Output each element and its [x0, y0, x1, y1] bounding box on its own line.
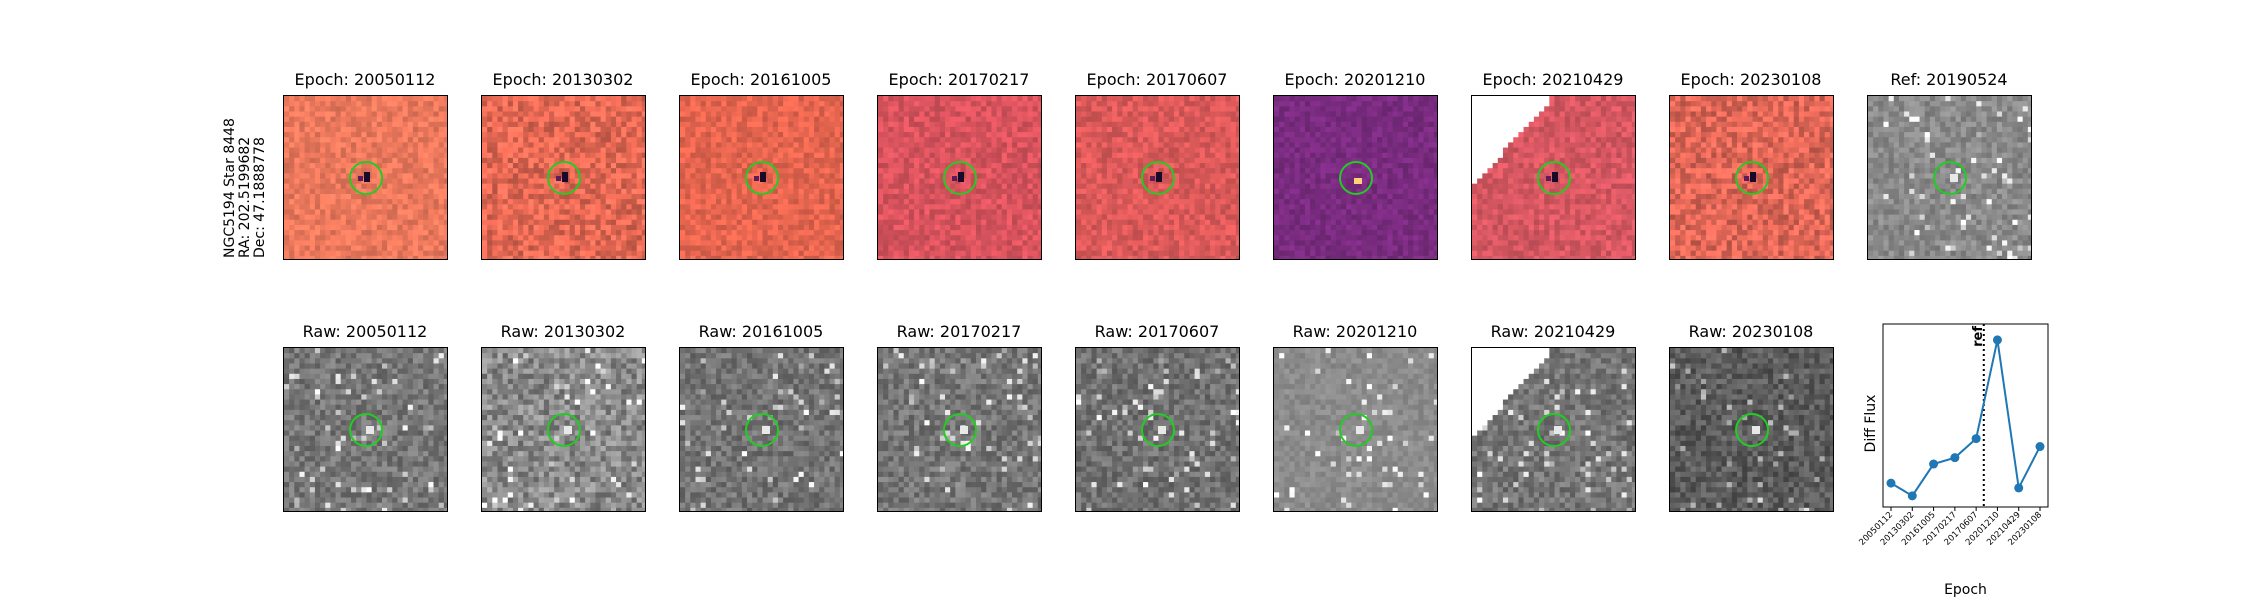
aperture-circle [1537, 413, 1571, 447]
data-point [1907, 491, 1917, 501]
aperture-circle [745, 413, 779, 447]
raw-image [877, 347, 1042, 512]
y-axis-label: Diff Flux [1863, 395, 1879, 453]
raw-image [679, 347, 844, 512]
aperture-circle [349, 161, 383, 195]
difference-image [1669, 95, 1834, 260]
raw-panel-title: Raw: 20170607 [1094, 322, 1220, 341]
star-label-ra: RA: 202.5199682 [237, 136, 253, 258]
data-point [1886, 478, 1896, 488]
light-curve-chart: ref2005011220130302201610052017021720170… [1857, 323, 2049, 598]
ref-line-label: ref [1971, 326, 1986, 347]
series-line [1890, 339, 2041, 498]
reference-image [1867, 95, 2032, 260]
difference-image [1075, 95, 1240, 260]
difference-image [679, 95, 844, 260]
aperture-circle [1735, 161, 1769, 195]
raw-image [1669, 347, 1834, 512]
raw-panel-title: Raw: 20201210 [1292, 322, 1418, 341]
diff-panel-title: Epoch: 20210429 [1482, 70, 1624, 89]
data-point [1929, 459, 1939, 469]
x-axis-label: Epoch [1944, 582, 1987, 598]
diff-panel-title: Epoch: 20050112 [294, 70, 436, 89]
data-point [1971, 434, 1981, 444]
diff-panel-title: Epoch: 20161005 [690, 70, 832, 89]
raw-panel-title: Raw: 20170217 [896, 322, 1022, 341]
difference-image [481, 95, 646, 260]
raw-image [1273, 347, 1438, 512]
aperture-circle [1141, 413, 1175, 447]
aperture-circle [1339, 413, 1373, 447]
data-point [2014, 483, 2024, 493]
star-label: NGC5194 Star 8448 RA: 202.5199682 Dec: 4… [222, 118, 268, 258]
difference-image [1471, 95, 1636, 260]
aperture-circle [943, 161, 977, 195]
raw-panel-title: Raw: 20210429 [1490, 322, 1616, 341]
data-point [1950, 453, 1960, 463]
raw-image [1075, 347, 1240, 512]
difference-image [283, 95, 448, 260]
aperture-circle [943, 413, 977, 447]
raw-image [481, 347, 646, 512]
star-label-dec: Dec: 47.1888778 [252, 137, 268, 258]
data-point [1992, 335, 2002, 345]
raw-image [283, 347, 448, 512]
diff-panel-title: Epoch: 20170217 [888, 70, 1030, 89]
aperture-circle [1735, 413, 1769, 447]
diff-panel-title: Epoch: 20230108 [1680, 70, 1822, 89]
diff-panel-title: Epoch: 20170607 [1086, 70, 1228, 89]
aperture-circle [1933, 161, 1967, 195]
raw-panel-title: Raw: 20050112 [302, 322, 428, 341]
aperture-circle [745, 161, 779, 195]
raw-image [1471, 347, 1636, 512]
aperture-circle [1537, 161, 1571, 195]
aperture-circle [547, 161, 581, 195]
raw-panel-title: Raw: 20161005 [698, 322, 824, 341]
chart-frame [1882, 323, 2049, 508]
ref-panel-title: Ref: 20190524 [1890, 70, 2008, 89]
aperture-circle [1339, 161, 1373, 195]
raw-panel-title: Raw: 20130302 [500, 322, 626, 341]
diff-panel-title: Epoch: 20130302 [492, 70, 634, 89]
raw-panel-title: Raw: 20230108 [1688, 322, 1814, 341]
difference-image [877, 95, 1042, 260]
data-point [2035, 442, 2045, 452]
difference-image [1273, 95, 1438, 260]
star-label-name: NGC5194 Star 8448 [222, 118, 238, 258]
aperture-circle [349, 413, 383, 447]
aperture-circle [1141, 161, 1175, 195]
diff-panel-title: Epoch: 20201210 [1284, 70, 1426, 89]
aperture-circle [547, 413, 581, 447]
